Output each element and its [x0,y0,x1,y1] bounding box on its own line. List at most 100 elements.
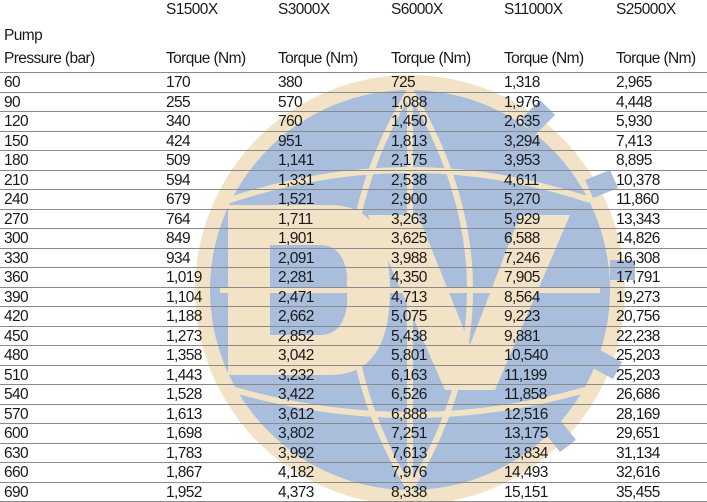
torque-cell: 570 [278,93,303,111]
model-header: S1500X [166,1,218,18]
pressure-cell: 480 [4,347,29,364]
torque-cell: 5,929 [504,210,540,228]
torque-cell: 8,564 [504,288,540,306]
pressure-cell: 270 [4,210,29,228]
pressure-cell: 510 [4,366,29,384]
torque-cell: 32,616 [616,464,660,481]
table-row: 600 1,698 3,802 7,251 13,175 29,651 [0,424,707,444]
torque-cell: 1,783 [166,444,202,462]
table-row: 660 1,867 4,182 7,976 14,493 32,616 [0,463,707,483]
table-row: 450 1,273 2,852 5,438 9,881 22,238 [0,327,707,346]
pressure-cell: 300 [4,230,29,247]
header-row-2: Pump [0,26,707,49]
table-row: 390 1,104 2,471 4,713 8,564 19,273 [0,288,707,307]
torque-cell: 16,308 [616,249,660,267]
torque-cell: 7,251 [391,425,427,442]
pressure-cell: 180 [4,152,29,169]
torque-cell: 3,992 [278,444,314,462]
torque-cell: 3,612 [278,405,314,423]
torque-cell: 19,273 [616,288,660,306]
torque-cell: 3,625 [391,230,427,247]
torque-cell: 2,852 [278,327,314,345]
torque-cell: 4,350 [391,269,427,286]
torque-cell: 1,318 [504,74,540,91]
torque-cell: 29,651 [616,425,660,442]
torque-cell: 1,528 [166,386,202,403]
torque-cell: 679 [166,191,191,208]
torque-cell: 2,281 [278,269,314,286]
unit-header: Torque (Nm) [278,50,358,67]
pressure-cell: 570 [4,405,29,423]
torque-cell: 7,613 [391,444,427,462]
table-row: 480 1,358 3,042 5,801 10,540 25,203 [0,346,707,366]
table-row: 120 340 760 1,450 2,635 5,930 [0,112,707,132]
pressure-header-line1: Pump [4,27,43,44]
model-header-row: S1500X S3000X S6000X S11000X S25000X [0,0,707,26]
pressure-cell: 150 [4,132,29,150]
torque-cell: 2,900 [391,191,427,208]
pressure-cell: 90 [4,93,21,111]
torque-cell: 31,134 [616,444,660,462]
torque-cell: 1,188 [166,308,202,325]
model-header: S6000X [391,1,443,18]
torque-cell: 764 [166,210,191,228]
torque-cell: 35,455 [616,483,660,501]
torque-cell: 9,881 [504,327,540,345]
torque-cell: 4,713 [391,288,427,306]
header-row-3: Pressure (bar) Torque (Nm) Torque (Nm) T… [0,49,707,73]
torque-cell: 8,895 [616,152,652,169]
pressure-cell: 450 [4,327,29,345]
torque-cell: 509 [166,152,191,169]
table-body: 60 170 380 725 1,318 2,965 90 255 570 1,088 1,976 4… [0,73,707,502]
torque-cell: 7,905 [504,269,540,286]
torque-cell: 13,343 [616,210,660,228]
torque-cell: 11,858 [504,386,547,403]
dv-letters [228,205,570,390]
torque-cell: 5,075 [391,308,427,325]
pressure-cell: 390 [4,288,29,306]
table-row: 510 1,443 3,232 6,163 11,199 25,203 [0,366,707,385]
torque-cell: 5,930 [616,113,652,130]
torque-cell: 17,791 [616,269,660,286]
pressure-cell: 420 [4,308,29,325]
torque-cell: 5,801 [391,347,427,364]
torque-cell: 10,378 [616,171,660,189]
torque-cell: 20,756 [616,308,660,325]
torque-cell: 1,088 [391,93,427,111]
torque-cell: 4,611 [504,171,539,189]
torque-cell: 3,232 [278,366,314,384]
torque-cell: 25,203 [616,366,660,384]
torque-cell: 380 [278,74,303,91]
torque-cell: 5,270 [504,191,540,208]
pressure-cell: 120 [4,113,29,130]
unit-header: Torque (Nm) [504,50,584,67]
torque-cell: 1,521 [278,191,314,208]
torque-cell: 3,422 [278,386,314,403]
torque-cell: 1,976 [504,93,540,111]
table-row: 540 1,528 3,422 6,526 11,858 26,686 [0,385,707,405]
pressure-cell: 210 [4,171,29,189]
torque-cell: 424 [166,132,191,150]
torque-cell: 6,163 [391,366,427,384]
pressure-cell: 630 [4,444,29,462]
torque-cell: 170 [166,74,191,91]
torque-cell: 1,104 [166,288,202,306]
torque-cell: 760 [278,113,303,130]
torque-cell: 4,182 [278,464,314,481]
torque-cell: 2,635 [504,113,540,130]
torque-cell: 8,338 [391,483,427,501]
torque-cell: 1,901 [278,230,314,247]
model-header: S3000X [278,1,330,18]
pressure-cell: 540 [4,386,29,403]
table-row: 420 1,188 2,662 5,075 9,223 20,756 [0,307,707,327]
torque-cell: 1,331 [278,171,314,189]
torque-cell: 1,711 [278,210,313,228]
torque-cell: 725 [391,74,416,91]
torque-cell: 26,686 [616,386,660,403]
torque-cell: 7,246 [504,249,540,267]
torque-cell: 1,952 [166,483,202,501]
torque-cell: 25,203 [616,347,660,364]
pressure-cell: 240 [4,191,29,208]
torque-cell: 951 [278,132,303,150]
torque-cell: 4,373 [278,483,314,501]
